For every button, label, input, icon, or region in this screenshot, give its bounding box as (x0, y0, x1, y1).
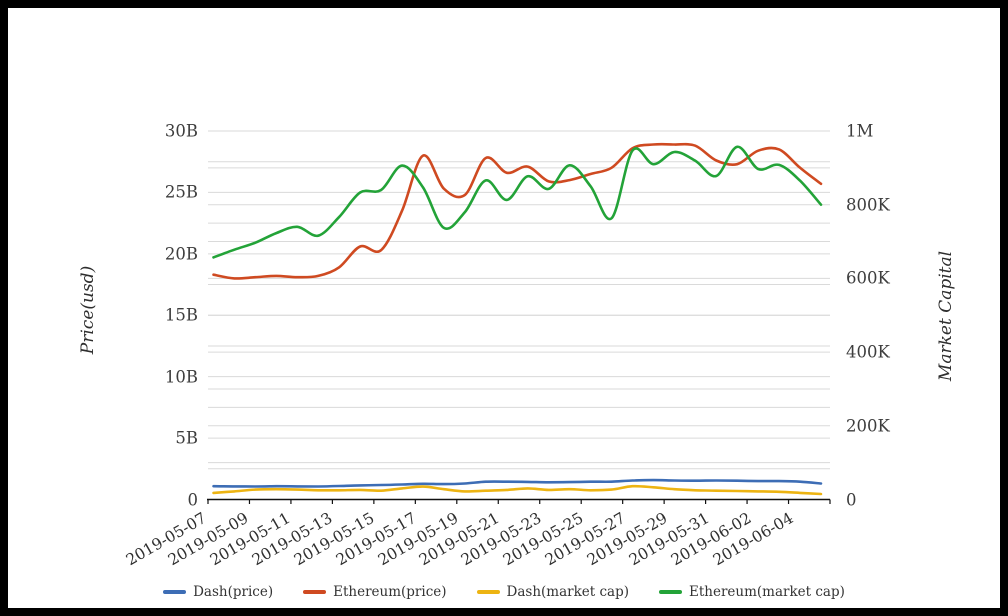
left-axis-tick-label: 30B (164, 121, 198, 141)
legend-label: Dash(price) (193, 584, 274, 600)
right-axis-tick-label: 800K (846, 195, 890, 215)
left-axis-tick-label: 0 (187, 490, 199, 509)
legend-item-ethereum-market-cap-[interactable]: Ethereum(market cap) (659, 584, 845, 600)
legend-swatch (659, 590, 682, 594)
right-axis-tick-label: 200K (846, 416, 890, 436)
legend-swatch (303, 590, 327, 594)
series-line-ethereum-market-cap- (212, 145, 823, 259)
series-line-dash-market-cap- (212, 484, 823, 496)
legend-swatch (476, 590, 500, 594)
series-line-ethereum-price- (212, 142, 823, 280)
right-axis-tick-label: 1M (846, 121, 874, 141)
left-axis-title: Price(usd) (78, 265, 98, 355)
right-axis-tick-label: 600K (846, 268, 890, 288)
left-axis-tick-label: 10B (164, 367, 198, 387)
legend-label: Dash(market cap) (506, 584, 629, 600)
right-axis-tick-label: 400K (846, 342, 890, 362)
left-axis-tick-label: 25B (164, 182, 198, 202)
legend-label: Ethereum(price) (333, 584, 447, 600)
legend-swatch (163, 590, 187, 594)
legend-label: Ethereum(market cap) (689, 584, 845, 600)
plot-area (207, 130, 831, 504)
legend-item-dash-market-cap-[interactable]: Dash(market cap) (476, 584, 629, 600)
right-axis-title: Market Capital (936, 250, 956, 382)
series-line-dash-price- (212, 478, 823, 488)
legend-item-ethereum-price-[interactable]: Ethereum(price) (303, 584, 447, 600)
legend: Dash(price) Ethereum(price) Dash(market ca… (8, 582, 1000, 602)
right-axis-tick-label: 0 (846, 490, 857, 509)
left-axis-tick-label: 20B (164, 244, 198, 264)
left-axis-tick-label: 5B (175, 428, 198, 448)
left-axis-tick-label: 15B (164, 305, 198, 325)
legend-item-dash-price-[interactable]: Dash(price) (163, 584, 273, 600)
